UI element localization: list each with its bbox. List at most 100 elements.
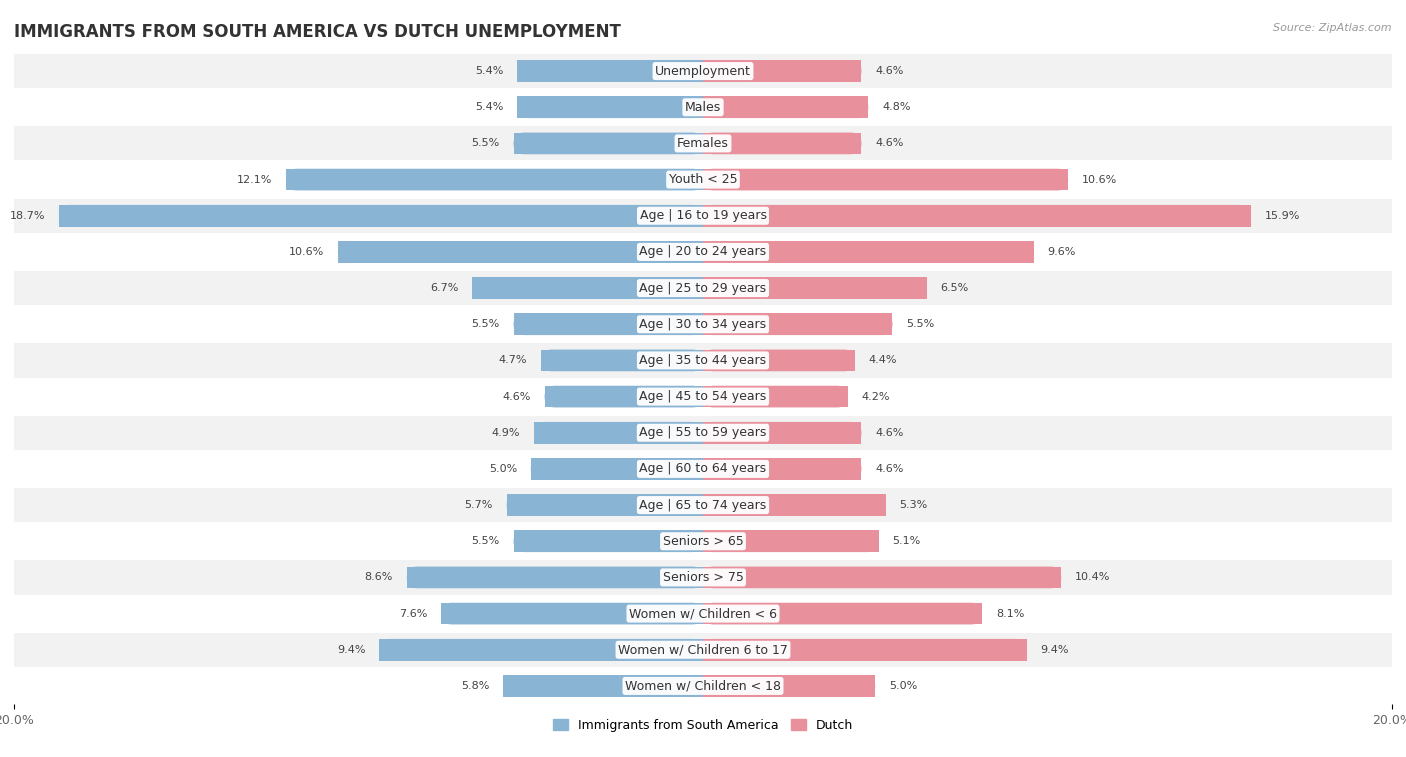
- Bar: [517, 96, 703, 118]
- Bar: [517, 61, 703, 82]
- Bar: [337, 241, 703, 263]
- Text: 12.1%: 12.1%: [238, 175, 273, 185]
- Bar: [703, 566, 1062, 588]
- Bar: [703, 494, 886, 516]
- Bar: [544, 386, 703, 407]
- Text: 5.1%: 5.1%: [893, 536, 921, 547]
- Text: Age | 60 to 64 years: Age | 60 to 64 years: [640, 463, 766, 475]
- Text: 4.9%: 4.9%: [492, 428, 520, 438]
- Bar: [703, 531, 879, 552]
- FancyBboxPatch shape: [534, 422, 703, 444]
- FancyBboxPatch shape: [513, 132, 703, 154]
- FancyBboxPatch shape: [506, 494, 703, 516]
- FancyBboxPatch shape: [517, 61, 703, 82]
- Text: Source: ZipAtlas.com: Source: ZipAtlas.com: [1274, 23, 1392, 33]
- Bar: [441, 603, 703, 625]
- Text: 5.0%: 5.0%: [889, 681, 917, 691]
- Bar: [703, 205, 1251, 226]
- Text: Unemployment: Unemployment: [655, 64, 751, 77]
- FancyBboxPatch shape: [703, 241, 1033, 263]
- Text: 5.0%: 5.0%: [489, 464, 517, 474]
- Text: 7.6%: 7.6%: [399, 609, 427, 618]
- FancyBboxPatch shape: [703, 386, 848, 407]
- Bar: [14, 234, 1392, 270]
- Bar: [59, 205, 703, 226]
- FancyBboxPatch shape: [517, 96, 703, 118]
- Text: 5.5%: 5.5%: [471, 139, 499, 148]
- Bar: [703, 96, 869, 118]
- Bar: [14, 415, 1392, 451]
- FancyBboxPatch shape: [703, 494, 886, 516]
- Text: 5.3%: 5.3%: [900, 500, 928, 510]
- Bar: [14, 596, 1392, 631]
- Bar: [14, 451, 1392, 487]
- FancyBboxPatch shape: [703, 132, 862, 154]
- Text: 4.7%: 4.7%: [499, 356, 527, 366]
- Bar: [380, 639, 703, 661]
- FancyBboxPatch shape: [703, 96, 869, 118]
- Text: 4.8%: 4.8%: [882, 102, 911, 112]
- Text: Age | 45 to 54 years: Age | 45 to 54 years: [640, 390, 766, 403]
- FancyBboxPatch shape: [703, 603, 981, 625]
- Text: 8.1%: 8.1%: [995, 609, 1024, 618]
- Bar: [14, 306, 1392, 342]
- Text: 10.6%: 10.6%: [1083, 175, 1118, 185]
- Text: 10.4%: 10.4%: [1076, 572, 1111, 582]
- Text: 15.9%: 15.9%: [1264, 210, 1301, 221]
- Text: Age | 35 to 44 years: Age | 35 to 44 years: [640, 354, 766, 367]
- Text: 5.4%: 5.4%: [475, 102, 503, 112]
- Bar: [14, 559, 1392, 596]
- Bar: [703, 277, 927, 299]
- Text: Age | 25 to 29 years: Age | 25 to 29 years: [640, 282, 766, 294]
- Bar: [14, 523, 1392, 559]
- Bar: [703, 313, 893, 335]
- Bar: [14, 161, 1392, 198]
- FancyBboxPatch shape: [406, 566, 703, 588]
- FancyBboxPatch shape: [703, 566, 1062, 588]
- Text: 5.7%: 5.7%: [464, 500, 494, 510]
- FancyBboxPatch shape: [541, 350, 703, 371]
- Bar: [14, 378, 1392, 415]
- Bar: [506, 494, 703, 516]
- Bar: [14, 487, 1392, 523]
- Bar: [14, 53, 1392, 89]
- Bar: [14, 668, 1392, 704]
- Text: 4.6%: 4.6%: [875, 464, 904, 474]
- FancyBboxPatch shape: [513, 313, 703, 335]
- Bar: [503, 675, 703, 696]
- Text: 4.6%: 4.6%: [502, 391, 531, 401]
- Bar: [472, 277, 703, 299]
- FancyBboxPatch shape: [59, 205, 703, 226]
- Text: 4.2%: 4.2%: [862, 391, 890, 401]
- Bar: [703, 458, 862, 480]
- Bar: [14, 198, 1392, 234]
- Bar: [14, 631, 1392, 668]
- Text: Women w/ Children < 6: Women w/ Children < 6: [628, 607, 778, 620]
- Bar: [14, 89, 1392, 126]
- FancyBboxPatch shape: [703, 350, 855, 371]
- Text: 4.6%: 4.6%: [875, 428, 904, 438]
- Bar: [703, 61, 862, 82]
- Bar: [513, 531, 703, 552]
- Bar: [531, 458, 703, 480]
- Bar: [14, 270, 1392, 306]
- Bar: [703, 169, 1069, 191]
- FancyBboxPatch shape: [513, 531, 703, 552]
- Bar: [534, 422, 703, 444]
- Text: Age | 65 to 74 years: Age | 65 to 74 years: [640, 499, 766, 512]
- Text: Seniors > 75: Seniors > 75: [662, 571, 744, 584]
- Text: 9.4%: 9.4%: [337, 645, 366, 655]
- Text: Youth < 25: Youth < 25: [669, 173, 737, 186]
- Bar: [287, 169, 703, 191]
- FancyBboxPatch shape: [703, 458, 862, 480]
- FancyBboxPatch shape: [503, 675, 703, 696]
- Text: 6.5%: 6.5%: [941, 283, 969, 293]
- Text: Age | 30 to 34 years: Age | 30 to 34 years: [640, 318, 766, 331]
- FancyBboxPatch shape: [472, 277, 703, 299]
- Bar: [14, 126, 1392, 161]
- FancyBboxPatch shape: [441, 603, 703, 625]
- FancyBboxPatch shape: [287, 169, 703, 191]
- Text: 5.5%: 5.5%: [471, 536, 499, 547]
- Bar: [541, 350, 703, 371]
- Text: Seniors > 65: Seniors > 65: [662, 534, 744, 548]
